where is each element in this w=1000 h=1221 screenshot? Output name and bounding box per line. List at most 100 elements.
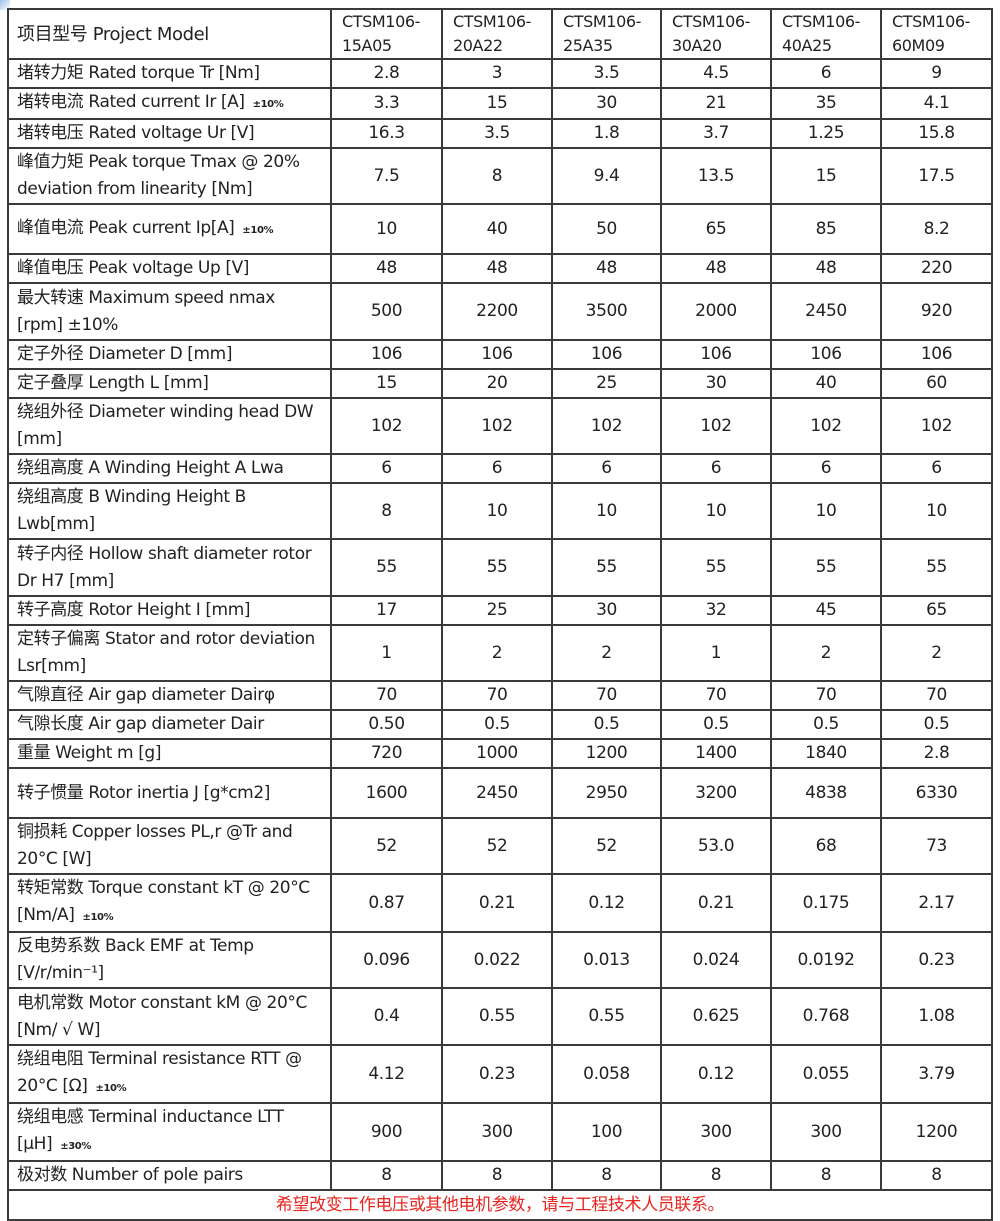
value-cell: 2200 [441,282,553,341]
value-cell: 65 [660,203,772,255]
value-cell: 0.21 [441,873,553,933]
value-cell: 10 [880,482,993,540]
table-row: 定子外径 Diameter D [mm] 106 106 106 106 106 106 [7,339,993,370]
value-cell: 220 [880,253,993,284]
value-cell: 8 [330,1160,443,1191]
table-row: 气隙直径 Air gap diameter Dairφ 70 70 70 70 70 70 [7,680,993,711]
value-cell: 48 [441,253,553,284]
value-cell: 20 [441,368,553,399]
value-cell: 300 [441,1102,553,1162]
value-cell: 52 [330,817,443,875]
value-cell: 7.5 [330,147,443,205]
corner-decoration [0,0,10,10]
value-cell: 3200 [660,767,772,819]
row-label-text: 反电势系数 Back EMF at Temp [V/r/min⁻¹] [17,936,254,983]
model-header: CTSM106-60M09 [880,8,993,60]
row-label: 绕组电阻 Terminal resistance RTT @ 20°C [Ω] ±… [7,1044,332,1104]
value-cell: 106 [660,339,772,370]
value-cell: 3.3 [330,87,443,120]
row-label: 定子外径 Diameter D [mm] [7,339,332,370]
tolerance-note: ±10% [242,224,274,236]
value-cell: 0.4 [330,987,443,1046]
row-label-text: 峰值力矩 Peak torque Tmax @ 20% deviation fr… [17,152,300,199]
row-label: 绕组外径 Diameter winding head DW [mm] [7,397,332,455]
table-row: 转子惯量 Rotor inertia J [g*cm2] 1600 2450 2950… [7,767,993,819]
value-cell: 6 [880,453,993,484]
value-cell: 10 [660,482,772,540]
row-label: 转子高度 Rotor Height I [mm] [7,595,332,626]
value-cell: 0.5 [441,709,553,740]
value-cell: 60 [880,368,993,399]
table-row: 最大转速 Maximum speed nmax [rpm] ±10% 500 220… [7,282,993,341]
value-cell: 48 [330,253,443,284]
row-label: 定转子偏离 Stator and rotor deviation Lsr[mm] [7,624,332,682]
value-cell: 15 [330,368,443,399]
value-cell: 73 [880,817,993,875]
spec-table: 项目型号 Project Model CTSM106-15A05 CTSM106… [7,8,993,1221]
value-cell: 0.12 [551,873,662,933]
value-cell: 106 [880,339,993,370]
value-cell: 102 [330,397,443,455]
value-cell: 106 [441,339,553,370]
model-header: CTSM106-15A05 [330,8,443,60]
value-cell: 35 [770,87,882,120]
value-cell: 0.625 [660,987,772,1046]
value-cell: 2.17 [880,873,993,933]
row-label: 反电势系数 Back EMF at Temp [V/r/min⁻¹] [7,931,332,989]
value-cell: 920 [880,282,993,341]
table-row: 转子内径 Hollow shaft diameter rotor Dr H7 [… [7,538,993,597]
value-cell: 3 [441,58,553,89]
table-row: 绕组电阻 Terminal resistance RTT @ 20°C [Ω] ±… [7,1044,993,1104]
value-cell: 40 [770,368,882,399]
row-label: 绕组高度 A Winding Height A Lwa [7,453,332,484]
value-cell: 10 [330,203,443,255]
row-label: 峰值力矩 Peak torque Tmax @ 20% deviation fr… [7,147,332,205]
row-label: 极对数 Number of pole pairs [7,1160,332,1191]
table-row: 极对数 Number of pole pairs 8 8 8 8 8 8 [7,1160,993,1191]
table-row: 转子高度 Rotor Height I [mm] 17 25 30 32 45 65 [7,595,993,626]
value-cell: 1 [660,624,772,682]
value-cell: 0.055 [770,1044,882,1104]
value-cell: 0.12 [660,1044,772,1104]
value-cell: 70 [551,680,662,711]
value-cell: 40 [441,203,553,255]
value-cell: 6 [770,58,882,89]
value-cell: 17.5 [880,147,993,205]
table-row: 峰值电压 Peak voltage Up [V] 48 48 48 48 48 220 [7,253,993,284]
value-cell: 6 [330,453,443,484]
value-cell: 0.5 [551,709,662,740]
row-label-text: 转子内径 Hollow shaft diameter rotor Dr H7 [… [17,543,312,591]
header-row: 项目型号 Project Model CTSM106-15A05 CTSM106… [7,8,993,60]
row-label-text: 峰值电流 Peak current Ip[A] [17,217,235,238]
value-cell: 300 [660,1102,772,1162]
row-label-text: 转子惯量 Rotor inertia J [g*cm2] [17,782,270,803]
value-cell: 8 [660,1160,772,1191]
header-label: 项目型号 Project Model [7,8,332,60]
value-cell: 9 [880,58,993,89]
value-cell: 70 [330,680,443,711]
value-cell: 53.0 [660,817,772,875]
value-cell: 0.5 [660,709,772,740]
row-label-text: 最大转速 Maximum speed nmax [rpm] ±10% [17,287,275,335]
value-cell: 0.55 [441,987,553,1046]
row-label-text: 定子叠厚 Length L [mm] [17,373,209,393]
value-cell: 1200 [880,1102,993,1162]
value-cell: 0.87 [330,873,443,933]
row-label: 转子内径 Hollow shaft diameter rotor Dr H7 [… [7,538,332,597]
value-cell: 6 [770,453,882,484]
value-cell: 2 [880,624,993,682]
value-cell: 15 [441,87,553,120]
value-cell: 8 [770,1160,882,1191]
value-cell: 2450 [441,767,553,819]
value-cell: 13.5 [660,147,772,205]
value-cell: 1.08 [880,987,993,1046]
value-cell: 25 [551,368,662,399]
value-cell: 3.79 [880,1044,993,1104]
table-row: 堵转力矩 Rated torque Tr [Nm] 2.8 3 3.5 4.5 6 9 [7,58,993,89]
tolerance-note: ±30% [60,1141,91,1152]
tolerance-note: ±10% [95,1083,127,1094]
tolerance-note: ±10% [82,912,114,923]
value-cell: 1200 [551,738,662,769]
value-cell: 3.5 [441,118,553,149]
row-label-text: 气隙直径 Air gap diameter Dairφ [17,685,275,705]
